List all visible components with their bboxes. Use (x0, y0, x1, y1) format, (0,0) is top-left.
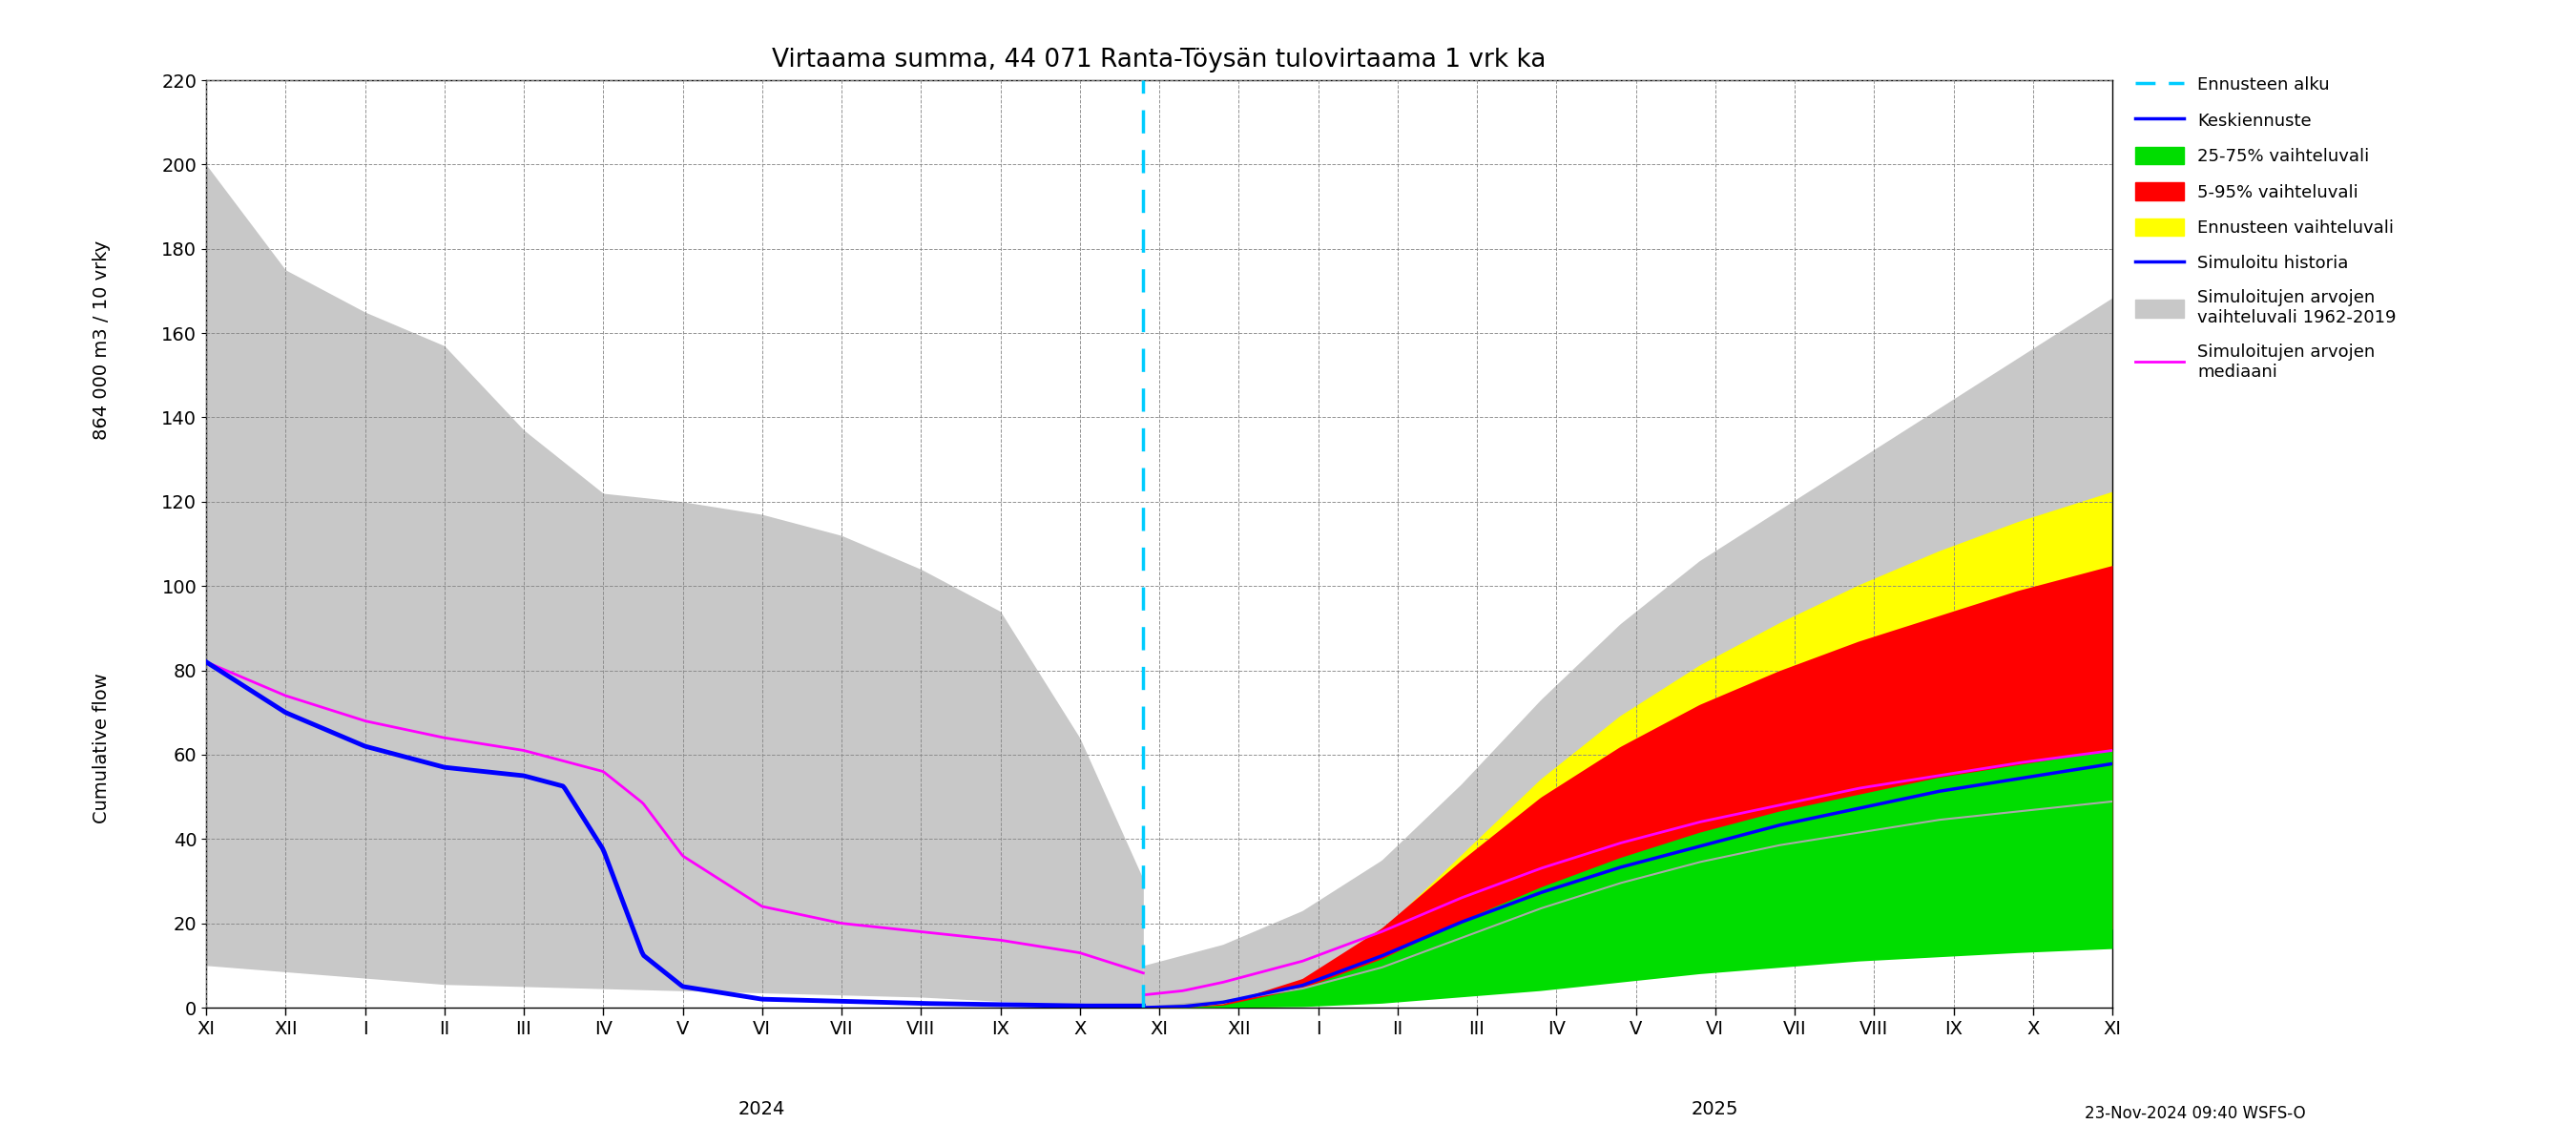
Legend: Ennusteen alku, Keskiennuste, 25-75% vaihteluvali, 5-95% vaihteluvali, Ennusteen: Ennusteen alku, Keskiennuste, 25-75% vai… (2130, 70, 2401, 386)
Title: Virtaama summa, 44 071 Ranta-Töysän tulovirtaama 1 vrk ka: Virtaama summa, 44 071 Ranta-Töysän tulo… (773, 48, 1546, 72)
Text: 2024: 2024 (739, 1100, 786, 1119)
Text: Cumulative flow: Cumulative flow (93, 672, 111, 823)
Text: 864 000 m3 / 10 vrky: 864 000 m3 / 10 vrky (93, 240, 111, 440)
Text: 2025: 2025 (1692, 1100, 1739, 1119)
Text: 23-Nov-2024 09:40 WSFS-O: 23-Nov-2024 09:40 WSFS-O (2084, 1105, 2306, 1122)
